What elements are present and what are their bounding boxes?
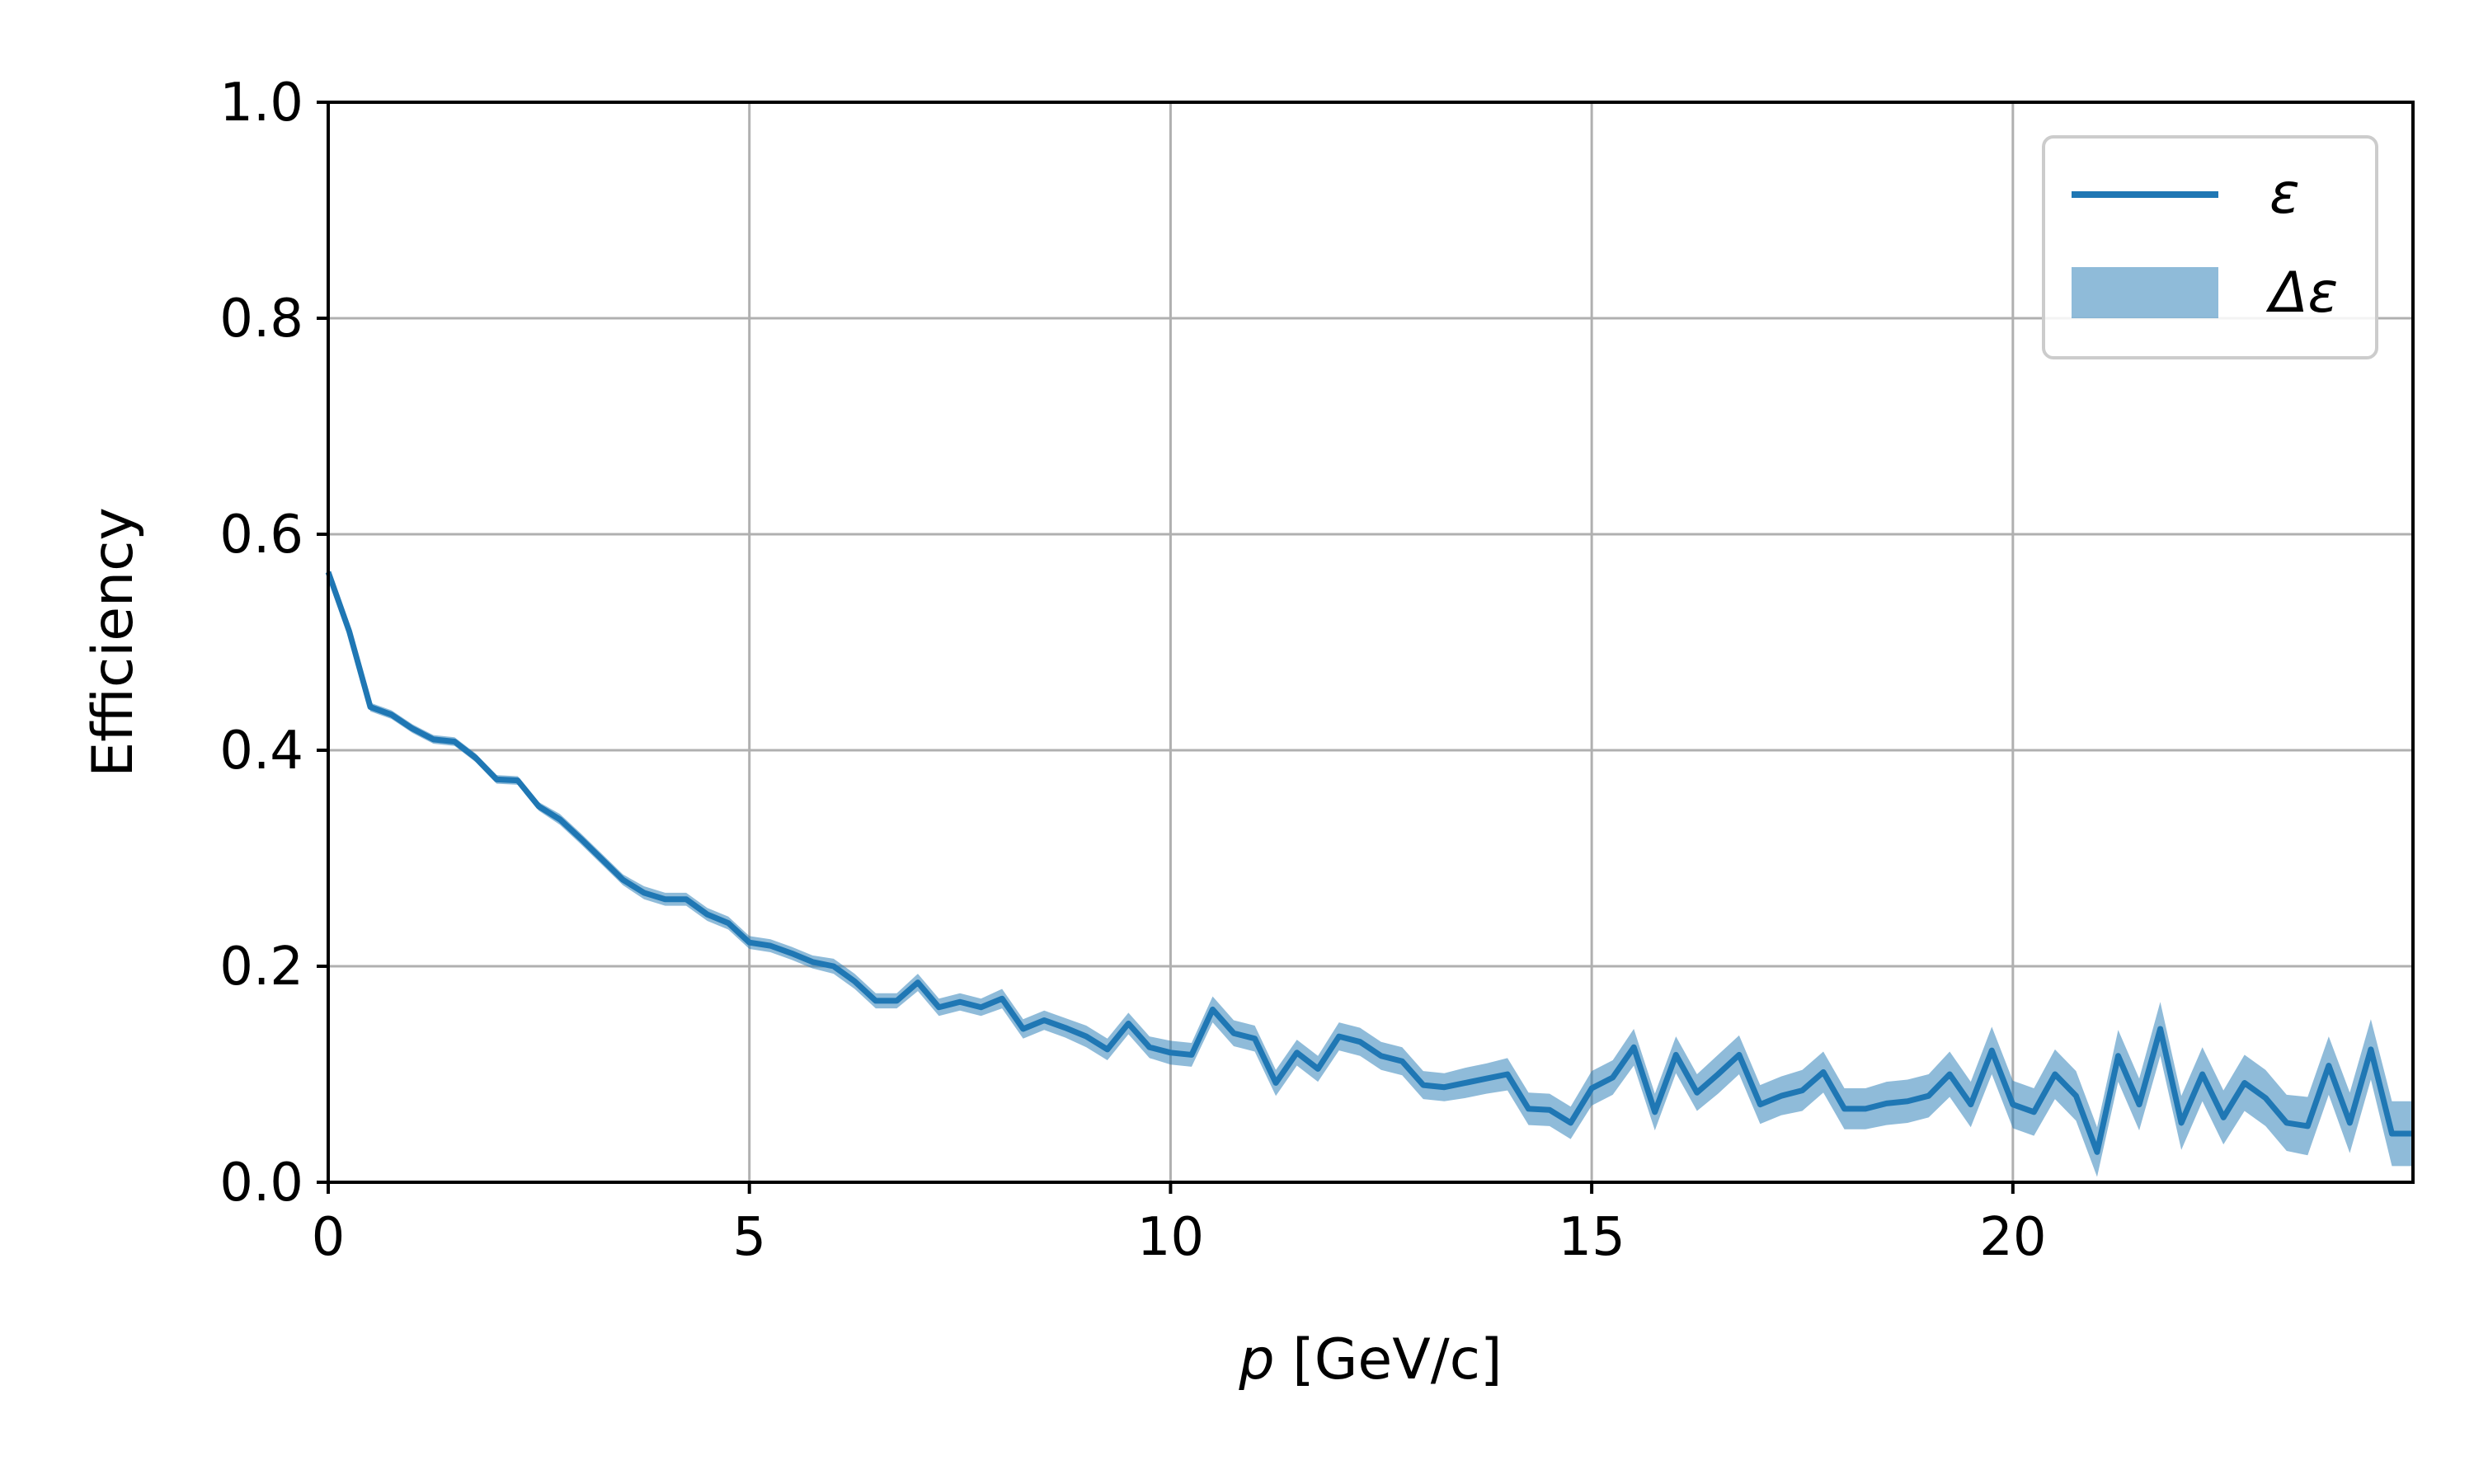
y-tick-label: 0.6 bbox=[219, 505, 303, 566]
legend-band-swatch bbox=[2072, 267, 2218, 318]
y-tick-label: 0.8 bbox=[219, 289, 303, 350]
x-axis-label: p [GeV/c] bbox=[1238, 1327, 1502, 1392]
plot-frame bbox=[327, 101, 2415, 1184]
x-tick-label: 10 bbox=[1137, 1207, 1204, 1268]
legend-label-efficiency: ε bbox=[2269, 162, 2300, 227]
legend: ε Δε bbox=[2042, 135, 2378, 359]
y-axis-label: Efficiency bbox=[81, 507, 146, 777]
legend-label-uncertainty: Δε bbox=[2265, 261, 2338, 326]
x-axis-variable: p bbox=[1238, 1327, 1274, 1392]
y-tick-label: 0.2 bbox=[219, 937, 303, 998]
x-axis-unit: [GeV/c] bbox=[1275, 1327, 1503, 1392]
efficiency-line-layer bbox=[325, 571, 2413, 1155]
uncertainty-band bbox=[328, 568, 2413, 1177]
y-tick-label: 1.0 bbox=[219, 73, 303, 134]
x-tick-label: 15 bbox=[1558, 1207, 1625, 1268]
x-tick-label: 20 bbox=[1979, 1207, 2046, 1268]
y-tick-label: 0.4 bbox=[219, 721, 303, 782]
efficiency-line bbox=[325, 571, 2413, 1155]
x-tick-label: 5 bbox=[732, 1207, 766, 1268]
axis-ticks: 0 5 10 15 20 0.0 0.2 0.4 0.6 0.8 1.0 bbox=[219, 73, 2046, 1268]
x-tick-label: 0 bbox=[312, 1207, 346, 1268]
uncertainty-band-layer bbox=[328, 568, 2413, 1177]
y-tick-label: 0.0 bbox=[219, 1153, 303, 1214]
